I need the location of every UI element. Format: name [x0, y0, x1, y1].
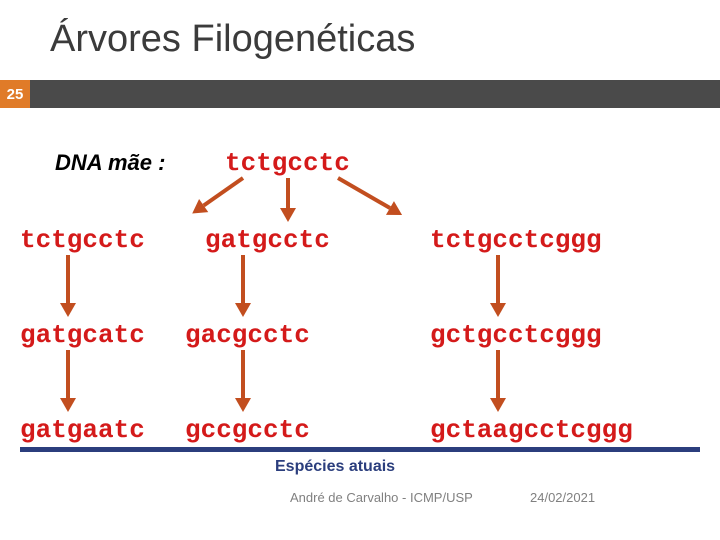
- dna-col1-r1: tctgcctc: [20, 225, 145, 255]
- dna-col1-r3: gatgaatc: [20, 415, 145, 445]
- dna-mother-label: DNA mãe :: [55, 150, 165, 176]
- footer-author: André de Carvalho - ICMP/USP: [290, 490, 473, 505]
- arrow-c2-r2r3: [235, 350, 251, 412]
- dna-root-value: tctgcctc: [225, 148, 350, 178]
- especies-label: Espécies atuais: [275, 458, 395, 476]
- arrow-c1-r1r2: [60, 255, 76, 317]
- arrow-root-to-col1: [188, 171, 248, 220]
- dna-col2-r3: gccgcctc: [185, 415, 310, 445]
- arrow-root-to-col3: [334, 171, 406, 222]
- arrow-c3-r1r2: [490, 255, 506, 317]
- arrow-c1-r2r3: [60, 350, 76, 412]
- footer-date: 24/02/2021: [530, 490, 595, 505]
- dna-col1-r2: gatgcatc: [20, 320, 145, 350]
- page-number: 25: [0, 80, 30, 108]
- arrow-c2-r1r2: [235, 255, 251, 317]
- dna-col3-r2: gctgcctcggg: [430, 320, 602, 350]
- dna-col2-r2: gacgcctc: [185, 320, 310, 350]
- dna-col2-r1: gatgcctc: [205, 225, 330, 255]
- divider-line: [20, 447, 700, 452]
- dna-col3-r1: tctgcctcggg: [430, 225, 602, 255]
- page-number-bar: 25: [0, 80, 720, 108]
- arrow-root-to-col2: [280, 178, 296, 222]
- arrow-c3-r2r3: [490, 350, 506, 412]
- slide-title: Árvores Filogenéticas: [50, 18, 415, 61]
- dna-col3-r3: gctaagcctcggg: [430, 415, 633, 445]
